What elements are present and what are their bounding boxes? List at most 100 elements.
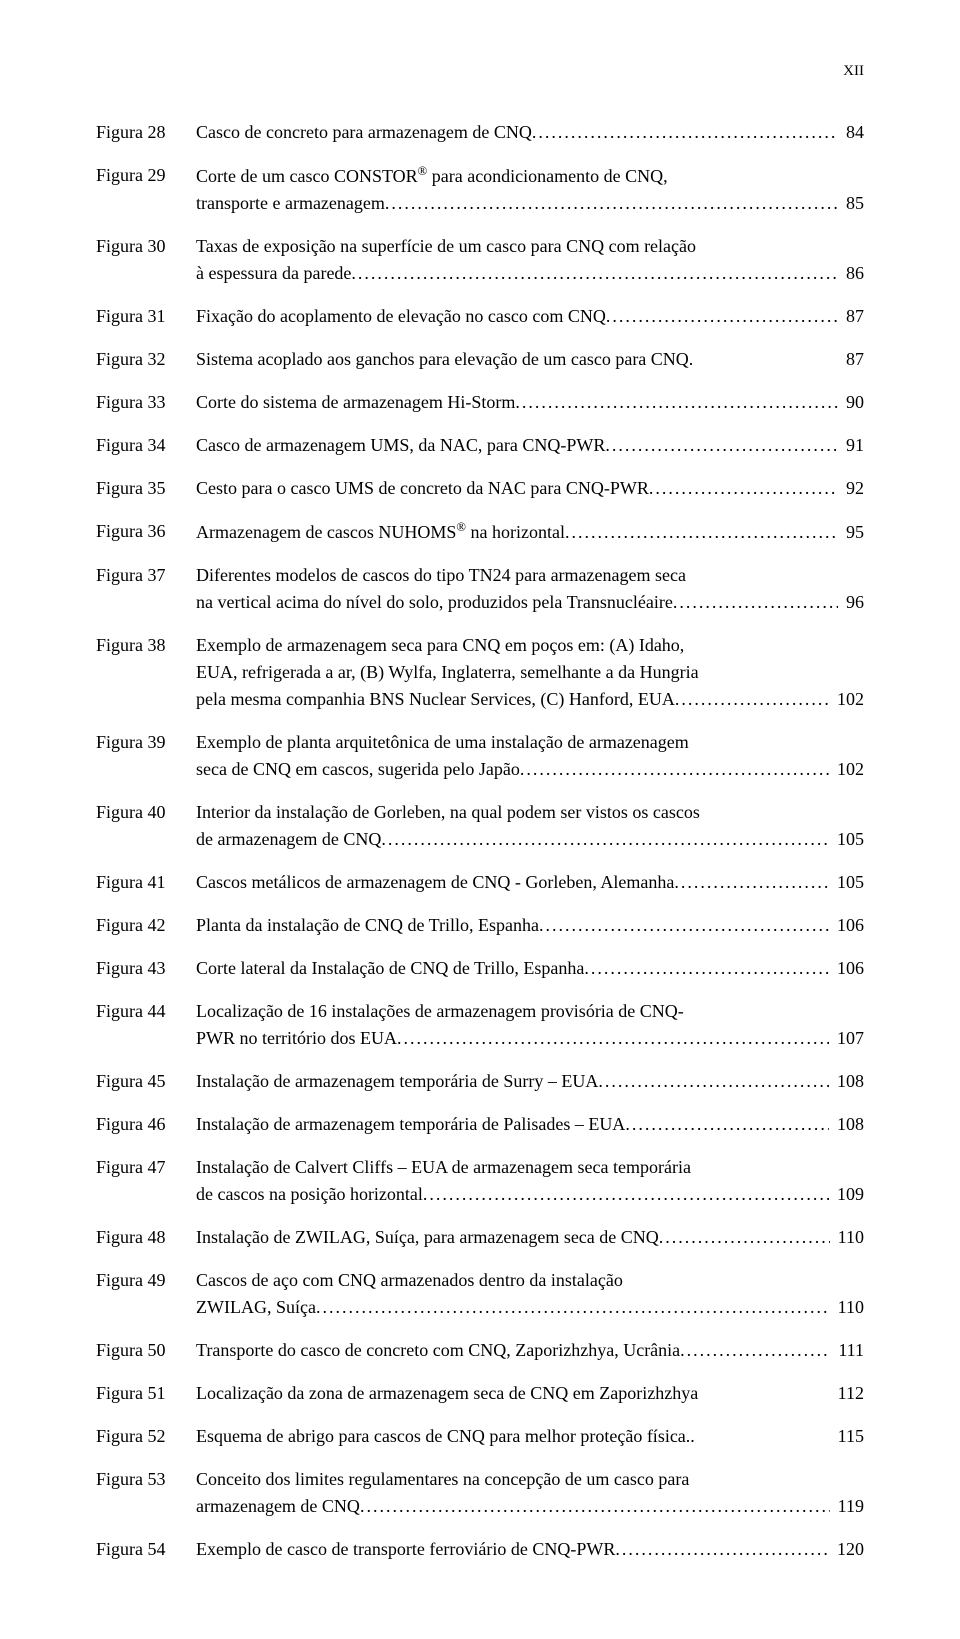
- figure-page: 91: [838, 432, 864, 459]
- figure-description: Sistema acoplado aos ganchos para elevaç…: [196, 346, 864, 373]
- leader-dots: ........................................…: [385, 190, 838, 217]
- figure-description-lastline: transporte e armazenagem................…: [196, 190, 864, 217]
- leader-dots: ........................................…: [381, 826, 829, 853]
- figure-label: Figura 52: [96, 1423, 196, 1450]
- figure-entry: Figura 39Exemplo de planta arquitetônica…: [96, 729, 864, 783]
- figure-description-text: Localização da zona de armazenagem seca …: [196, 1380, 698, 1407]
- page-number: XII: [96, 60, 864, 83]
- figure-page: 107: [829, 1025, 864, 1052]
- figure-description-lastline: Armazenagem de cascos NUHOMS® na horizon…: [196, 518, 864, 546]
- figure-description: Fixação do acoplamento de elevação no ca…: [196, 303, 864, 330]
- leader-dots: ........................................…: [649, 475, 838, 502]
- figure-description: Corte lateral da Instalação de CNQ de Tr…: [196, 955, 864, 982]
- figure-description-line: Diferentes modelos de cascos do tipo TN2…: [196, 562, 864, 589]
- figure-description: Taxas de exposição na superfície de um c…: [196, 233, 864, 287]
- figure-description-text: Corte do sistema de armazenagem Hi-Storm: [196, 389, 515, 416]
- leader-dots: ........................................…: [539, 912, 829, 939]
- figure-description-text: na vertical acima do nível do solo, prod…: [196, 589, 673, 616]
- figure-page: 102: [829, 686, 864, 713]
- figure-entry: Figura 51Localização da zona de armazena…: [96, 1380, 864, 1407]
- figure-page: 110: [830, 1294, 864, 1321]
- figure-description-lastline: pela mesma companhia BNS Nuclear Service…: [196, 686, 864, 713]
- figure-page: 86: [838, 260, 864, 287]
- figure-entry: Figura 47Instalação de Calvert Cliffs – …: [96, 1154, 864, 1208]
- figure-description-text: Instalação de armazenagem temporária de …: [196, 1068, 598, 1095]
- figure-entry: Figura 37Diferentes modelos de cascos do…: [96, 562, 864, 616]
- leader-dots: ........................................…: [423, 1181, 829, 1208]
- figure-page: 102: [829, 756, 864, 783]
- figure-page: 95: [838, 519, 864, 546]
- figure-description-lastline: Corte do sistema de armazenagem Hi-Storm…: [196, 389, 864, 416]
- figure-page: 90: [838, 389, 864, 416]
- figure-list: Figura 28Casco de concreto para armazena…: [96, 119, 864, 1563]
- leader-dots: ........................................…: [532, 119, 838, 146]
- figure-description: Corte do sistema de armazenagem Hi-Storm…: [196, 389, 864, 416]
- figure-description-lastline: seca de CNQ em cascos, sugerida pelo Jap…: [196, 756, 864, 783]
- figure-description-lastline: PWR no território dos EUA...............…: [196, 1025, 864, 1052]
- figure-label: Figura 37: [96, 562, 196, 589]
- figure-label: Figura 40: [96, 799, 196, 826]
- leader-dots: ........................................…: [605, 432, 838, 459]
- figure-page: 110: [830, 1224, 864, 1251]
- figure-description: Cascos de aço com CNQ armazenados dentro…: [196, 1267, 864, 1321]
- figure-entry: Figura 46Instalação de armazenagem tempo…: [96, 1111, 864, 1138]
- leader-dots: ........................................…: [360, 1493, 830, 1520]
- figure-description-lastline: Localização da zona de armazenagem seca …: [196, 1380, 864, 1407]
- figure-description-line: Corte de um casco CONSTOR® para acondici…: [196, 162, 864, 190]
- figure-entry: Figura 38Exemplo de armazenagem seca par…: [96, 632, 864, 713]
- figure-description-line: Cascos de aço com CNQ armazenados dentro…: [196, 1267, 864, 1294]
- figure-entry: Figura 43Corte lateral da Instalação de …: [96, 955, 864, 982]
- figure-description-text: Cascos metálicos de armazenagem de CNQ -…: [196, 869, 674, 896]
- figure-description-text: Cesto para o casco UMS de concreto da NA…: [196, 475, 649, 502]
- figure-description-lastline: Corte lateral da Instalação de CNQ de Tr…: [196, 955, 864, 982]
- leader-dots: ........................................…: [675, 686, 829, 713]
- figure-description-lastline: Cesto para o casco UMS de concreto da NA…: [196, 475, 864, 502]
- figure-description: Localização de 16 instalações de armazen…: [196, 998, 864, 1052]
- figure-description-lastline: Instalação de armazenagem temporária de …: [196, 1068, 864, 1095]
- figure-entry: Figura 50Transporte do casco de concreto…: [96, 1337, 864, 1364]
- figure-description: Localização da zona de armazenagem seca …: [196, 1380, 864, 1407]
- figure-description-text: Casco de armazenagem UMS, da NAC, para C…: [196, 432, 605, 459]
- figure-label: Figura 50: [96, 1337, 196, 1364]
- figure-label: Figura 48: [96, 1224, 196, 1251]
- figure-entry: Figura 36Armazenagem de cascos NUHOMS® n…: [96, 518, 864, 546]
- figure-description-text: Instalação de ZWILAG, Suíça, para armaze…: [196, 1224, 659, 1251]
- figure-description-text: Esquema de abrigo para cascos de CNQ par…: [196, 1423, 695, 1450]
- figure-description-lastline: Planta da instalação de CNQ de Trillo, E…: [196, 912, 864, 939]
- figure-description-line: Taxas de exposição na superfície de um c…: [196, 233, 864, 260]
- figure-description-lastline: Casco de concreto para armazenagem de CN…: [196, 119, 864, 146]
- figure-page: 120: [829, 1536, 864, 1563]
- leader-dots: ........................................…: [625, 1111, 829, 1138]
- figure-description: Corte de um casco CONSTOR® para acondici…: [196, 162, 864, 217]
- figure-entry: Figura 30Taxas de exposição na superfíci…: [96, 233, 864, 287]
- figure-label: Figura 53: [96, 1466, 196, 1493]
- leader-dots: ........................................…: [397, 1025, 829, 1052]
- figure-label: Figura 28: [96, 119, 196, 146]
- figure-label: Figura 39: [96, 729, 196, 756]
- figure-description: Exemplo de casco de transporte ferroviár…: [196, 1536, 864, 1563]
- figure-label: Figura 30: [96, 233, 196, 260]
- figure-description: Diferentes modelos de cascos do tipo TN2…: [196, 562, 864, 616]
- figure-description-lastline: Exemplo de casco de transporte ferroviár…: [196, 1536, 864, 1563]
- figure-entry: Figura 33Corte do sistema de armazenagem…: [96, 389, 864, 416]
- figure-label: Figura 42: [96, 912, 196, 939]
- figure-entry: Figura 53Conceito dos limites regulament…: [96, 1466, 864, 1520]
- figure-description-lastline: Fixação do acoplamento de elevação no ca…: [196, 303, 864, 330]
- figure-description-lastline: Instalação de armazenagem temporária de …: [196, 1111, 864, 1138]
- figure-description: Instalação de Calvert Cliffs – EUA de ar…: [196, 1154, 864, 1208]
- figure-description: Planta da instalação de CNQ de Trillo, E…: [196, 912, 864, 939]
- figure-entry: Figura 44Localização de 16 instalações d…: [96, 998, 864, 1052]
- figure-page: 87: [838, 303, 864, 330]
- figure-page: 108: [829, 1068, 864, 1095]
- figure-description-text: Armazenagem de cascos NUHOMS® na horizon…: [196, 518, 565, 546]
- figure-description-text: pela mesma companhia BNS Nuclear Service…: [196, 686, 675, 713]
- figure-description: Instalação de ZWILAG, Suíça, para armaze…: [196, 1224, 864, 1251]
- figure-description: Interior da instalação de Gorleben, na q…: [196, 799, 864, 853]
- figure-label: Figura 31: [96, 303, 196, 330]
- figure-description-lastline: Casco de armazenagem UMS, da NAC, para C…: [196, 432, 864, 459]
- figure-page: 109: [829, 1181, 864, 1208]
- leader-dots: ........................................…: [316, 1294, 830, 1321]
- figure-entry: Figura 32Sistema acoplado aos ganchos pa…: [96, 346, 864, 373]
- figure-label: Figura 49: [96, 1267, 196, 1294]
- figure-description-line: Localização de 16 instalações de armazen…: [196, 998, 864, 1025]
